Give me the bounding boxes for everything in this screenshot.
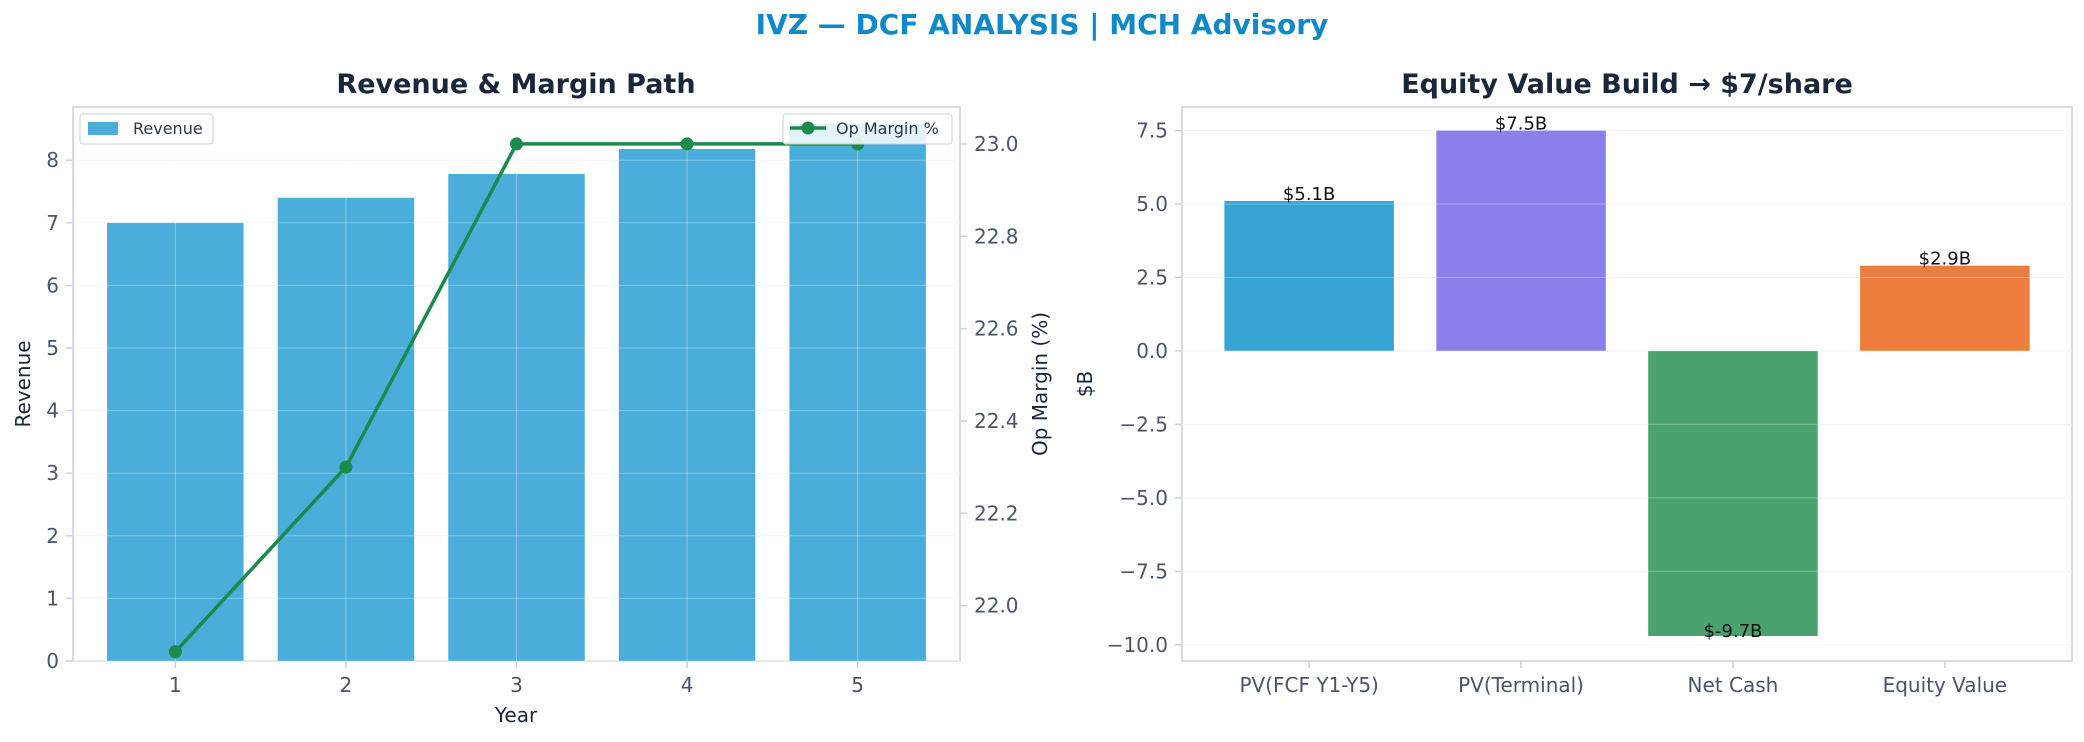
x-tick-label: 4: [681, 673, 694, 697]
y-tick-label: 5.0: [1136, 192, 1168, 216]
y-tick-label: 7: [46, 211, 59, 235]
data-label: $7.5B: [1495, 114, 1547, 135]
revenue-bar: [618, 148, 756, 662]
margin-point: [168, 645, 182, 659]
x-tick-label: PV(Terminal): [1458, 673, 1584, 697]
legend-box: [79, 113, 214, 145]
y-tick-label: 6: [46, 273, 59, 297]
y2-tick-label: 22.8: [974, 224, 1019, 248]
revenue-bar: [448, 173, 585, 662]
y-tick-label: 0: [46, 649, 59, 673]
revenue-bar: [277, 197, 415, 661]
legend-swatch-margin-marker: [801, 121, 815, 135]
right-chart-title: Equity Value Build → $7/share: [1401, 69, 1853, 100]
legend-revenue: Revenue: [79, 113, 214, 145]
y-tick-label: 7.5: [1136, 119, 1168, 143]
legend-box: [782, 113, 953, 145]
y-tick-label: −10.0: [1107, 633, 1168, 657]
y-tick-label: 2.5: [1136, 265, 1168, 289]
legend-swatch-revenue: [88, 122, 118, 135]
x-tick-label: 3: [510, 673, 523, 697]
y-axis-label: Revenue: [11, 340, 35, 427]
y-tick-label: 8: [46, 148, 59, 172]
y-tick-label: 1: [46, 586, 59, 610]
y-tick-label: −7.5: [1119, 559, 1168, 583]
margin-point: [510, 137, 523, 151]
y-tick-label: 5: [46, 336, 59, 360]
margin-point: [680, 137, 694, 151]
x-tick-label: 5: [851, 673, 864, 697]
y2-tick-label: 22.6: [974, 317, 1019, 341]
y2-tick-label: 22.2: [974, 501, 1019, 525]
y2-axis-ticks: 22.0 22.2 22.4 22.6 22.8 23.0: [960, 132, 1019, 618]
y-axis-label: $B: [1073, 371, 1097, 397]
x-tick-label: 2: [340, 673, 353, 697]
revenue-bar: [789, 123, 926, 662]
equity-bar: [1224, 201, 1394, 351]
legend-margin: Op Margin %: [782, 113, 953, 145]
margin-point: [339, 460, 353, 474]
equity-bar: [1648, 350, 1818, 637]
x-tick-label: Net Cash: [1688, 673, 1779, 697]
y-tick-label: 4: [46, 399, 59, 423]
x-tick-label: 1: [169, 673, 182, 697]
equity-build-chart: $5.1B $7.5B $-9.7B $2.9B −10.0 −7.5 −5.0 −2.5 0…: [1073, 69, 2073, 697]
y2-axis-label: Op Margin (%): [1028, 312, 1052, 456]
y-tick-label: 3: [46, 461, 59, 485]
data-label: $-9.7B: [1703, 621, 1762, 642]
x-axis-ticks: PV(FCF Y1-Y5) PV(Terminal) Net Cash Equity …: [1239, 661, 2007, 697]
y2-tick-label: 22.4: [974, 409, 1019, 433]
y-tick-label: −2.5: [1119, 412, 1168, 436]
legend-label-margin: Op Margin %: [836, 119, 939, 138]
y2-tick-label: 23.0: [974, 132, 1019, 156]
data-label: $2.9B: [1919, 249, 1971, 270]
legend-label-revenue: Revenue: [133, 119, 203, 138]
y-tick-label: 0.0: [1136, 339, 1168, 363]
equity-bar: [1436, 130, 1606, 351]
figure-title: IVZ — DCF ANALYSIS | MCH Advisory: [755, 8, 1329, 41]
x-tick-label: Equity Value: [1883, 673, 2008, 697]
x-tick-label: PV(FCF Y1-Y5): [1239, 673, 1378, 697]
equity-bars: [1182, 130, 2072, 646]
x-axis-label: Year: [494, 703, 538, 727]
y-tick-label: 2: [46, 524, 59, 548]
x-axis-ticks: 1 2 3 4 5: [169, 661, 864, 697]
left-chart-title: Revenue & Margin Path: [336, 69, 695, 100]
revenue-bars: [73, 107, 960, 662]
equity-bar: [1860, 265, 2030, 351]
data-labels: $5.1B $7.5B $-9.7B $2.9B: [1283, 114, 1971, 643]
data-label: $5.1B: [1283, 184, 1335, 205]
revenue-margin-chart: 0 1 2 3 4 5 6 7 8 22.0 22.2 22.4 22.6 22.8 23.0 1 2 3 4 5…: [11, 69, 1052, 727]
y2-tick-label: 22.0: [974, 594, 1019, 618]
y-axis-ticks: −10.0 −7.5 −5.0 −2.5 0.0 2.5 5.0 7.5: [1107, 119, 1182, 657]
revenue-bar: [107, 222, 244, 661]
plot-area: [1181, 106, 2073, 662]
y-tick-label: −5.0: [1119, 486, 1168, 510]
y-axis-ticks: 0 1 2 3 4 5 6 7 8: [46, 148, 73, 673]
